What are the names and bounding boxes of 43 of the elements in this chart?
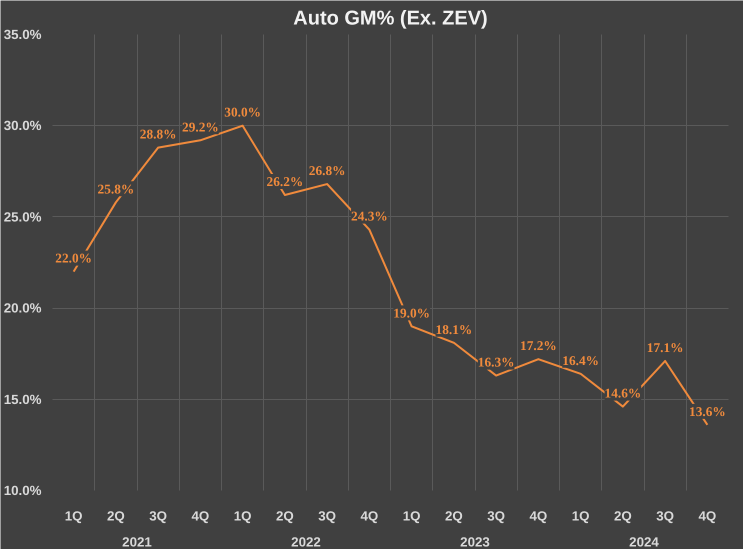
data-label: 30.0% [224,104,261,120]
x-tick-label: 4Q [698,508,716,524]
y-tick-label: 20.0% [4,300,42,316]
x-tick-label: 2Q [614,508,632,524]
data-label: 25.8% [98,181,134,196]
chart-title: Auto GM% (Ex. ZEV) [293,8,488,30]
y-tick-label: 10.0% [4,483,42,498]
x-tick-label: 2Q [106,508,125,524]
x-tick-label: 2Q [276,508,294,524]
data-label: 14.6% [604,386,642,401]
data-label: 17.1% [646,340,684,355]
data-label: 18.1% [436,322,472,337]
x-tick-label: 1Q [572,508,590,524]
text: 2024 [629,534,660,549]
x-tick-label: 3Q [149,508,168,524]
data-label: 26.2% [266,174,304,190]
data-label: 17.2% [520,338,557,354]
x-tick-label: 1Q [402,508,421,524]
x-tick-label: 4Q [529,508,548,524]
data-label: 29.2% [182,119,219,134]
text: 2021 [122,534,152,549]
x-tick-label: 3Q [318,508,336,524]
y-tick-label: 15.0% [4,392,42,407]
text: 2023 [460,534,490,549]
data-label: 13.6% [689,404,726,419]
data-label: 16.4% [562,352,599,368]
x-tick-label: 1Q [234,508,252,524]
x-tick-label: 3Q [656,508,674,524]
data-label: 16.3% [478,354,514,370]
y-tick-label: 25.0% [4,209,42,224]
data-label: 24.3% [351,208,388,224]
data-label: 19.0% [393,305,430,320]
text: 2022 [291,534,321,549]
data-label: 22.0% [55,250,92,266]
x-tick-label: 4Q [360,508,378,524]
x-tick-label: 3Q [487,508,506,524]
data-label: 28.8% [140,126,176,142]
data-label: 26.8% [308,163,346,178]
y-tick-label: 35.0% [4,27,42,42]
y-tick-label: 30.0% [4,118,42,134]
x-tick-label: 4Q [191,508,210,524]
x-tick-label: 2Q [444,508,463,524]
x-tick-label: 1Q [64,508,83,524]
